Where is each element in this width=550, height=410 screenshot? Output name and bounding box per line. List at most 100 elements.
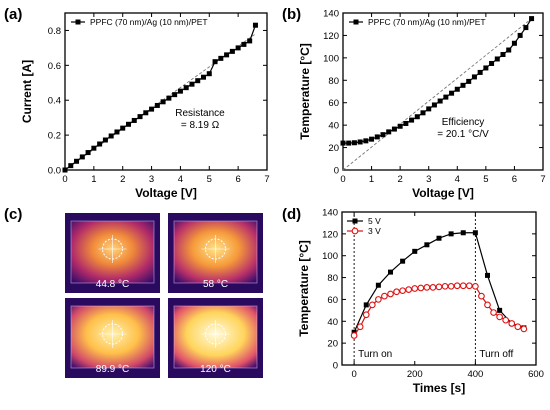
data-point-circle bbox=[368, 301, 376, 309]
y-tick-label: 140 bbox=[323, 9, 339, 20]
data-point-square bbox=[131, 117, 137, 123]
data-point-square bbox=[154, 102, 160, 108]
data-point-square bbox=[497, 307, 503, 313]
data-point-square bbox=[160, 99, 166, 105]
data-point-circle bbox=[447, 282, 455, 290]
plot-frame bbox=[64, 12, 268, 171]
data-point-square bbox=[120, 125, 126, 131]
panel-letter-a: (a) bbox=[4, 6, 22, 23]
data-point-circle bbox=[520, 325, 528, 333]
data-point-circle bbox=[393, 288, 400, 296]
y-tick-label: 40 bbox=[327, 317, 338, 328]
data-point-circle bbox=[411, 285, 419, 292]
data-point-circle bbox=[356, 323, 364, 331]
film-outline bbox=[70, 305, 155, 369]
x-tick-label: 600 bbox=[528, 369, 544, 380]
data-point-square bbox=[412, 248, 418, 254]
thermal-image: 58 °C bbox=[168, 213, 263, 293]
annotation-line-1: Efficiency bbox=[442, 117, 485, 128]
data-point-square bbox=[102, 137, 108, 143]
legend-marker-square bbox=[353, 19, 359, 25]
data-point-circle bbox=[496, 313, 503, 321]
data-point-circle bbox=[362, 311, 370, 319]
legend-marker-circle bbox=[351, 227, 359, 235]
data-point-square bbox=[436, 235, 442, 241]
data-point-circle bbox=[441, 282, 449, 290]
legend-label: 5 V bbox=[368, 216, 381, 226]
x-tick-label: 5 bbox=[483, 174, 488, 185]
data-point-circle bbox=[405, 286, 413, 293]
data-point-square bbox=[74, 158, 80, 164]
annotation-line-1: Resistance bbox=[175, 108, 225, 119]
x-tick-label: 2 bbox=[120, 174, 125, 185]
y-tick-label: 80 bbox=[327, 273, 338, 284]
x-axis-title: Voltage [V] bbox=[412, 186, 474, 200]
data-point-circle bbox=[399, 287, 406, 295]
x-axis-title: Times [s] bbox=[413, 381, 465, 395]
film-outline bbox=[173, 305, 258, 369]
data-point-square bbox=[380, 132, 386, 138]
data-point-square bbox=[97, 141, 103, 147]
series-line-0 bbox=[343, 18, 533, 144]
film-outline bbox=[70, 220, 155, 284]
data-point-square bbox=[483, 65, 489, 71]
data-point-circle bbox=[508, 320, 516, 327]
data-point-square bbox=[91, 145, 97, 151]
x-tick-label: 2 bbox=[397, 174, 402, 185]
turn-on-label: Turn on bbox=[358, 349, 392, 360]
data-point-square bbox=[403, 120, 409, 126]
data-point-circle bbox=[465, 282, 473, 290]
legend-marker-square bbox=[352, 218, 358, 224]
legend-label: 3 V bbox=[368, 226, 381, 236]
data-point-square bbox=[166, 95, 172, 101]
y-tick-label: 120 bbox=[322, 229, 338, 240]
data-point-square bbox=[79, 154, 85, 160]
x-tick-label: 5 bbox=[207, 174, 212, 185]
data-point-square bbox=[437, 98, 443, 104]
chart-a-current-vs-voltage: 0 1 2 3 4 5 6 7 0.0 0.2 0.4 0.6 0.8 Voltage [V] Curren… bbox=[20, 12, 270, 200]
data-point-square bbox=[443, 94, 449, 100]
x-tick-label: 4 bbox=[455, 174, 460, 185]
x-axis-title: Voltage [V] bbox=[135, 186, 197, 200]
data-point-square bbox=[391, 126, 397, 132]
thermal-temperature-caption: 89.9 °C bbox=[96, 364, 129, 375]
y-tick-label: 60 bbox=[328, 98, 339, 109]
film-outline bbox=[173, 220, 258, 284]
data-point-square bbox=[363, 302, 369, 308]
thermal-image: 89.9 °C bbox=[65, 298, 160, 378]
y-tick-label: 0 bbox=[333, 361, 338, 372]
data-point-circle bbox=[435, 283, 443, 291]
data-point-square bbox=[252, 22, 258, 28]
data-point-square bbox=[460, 230, 466, 236]
data-point-square bbox=[201, 74, 207, 80]
x-tick-label: 3 bbox=[426, 174, 431, 185]
data-point-circle bbox=[453, 282, 461, 290]
panel-letter-c: (c) bbox=[4, 206, 22, 223]
y-tick-label: 100 bbox=[322, 251, 338, 262]
thermal-image: 44.8 °C bbox=[65, 213, 160, 293]
data-point-square bbox=[472, 230, 478, 236]
y-tick-label: 120 bbox=[323, 31, 339, 42]
data-point-square bbox=[388, 269, 393, 275]
x-tick-label: 200 bbox=[407, 369, 423, 380]
x-tick-label: 400 bbox=[467, 369, 483, 380]
data-point-circle bbox=[375, 296, 382, 303]
data-point-square bbox=[448, 231, 454, 237]
x-tick-label: 7 bbox=[264, 174, 269, 185]
data-point-square bbox=[68, 163, 74, 169]
x-tick-label: 0 bbox=[62, 174, 67, 185]
turn-off-label: Turn off bbox=[479, 349, 513, 360]
data-point-square bbox=[241, 41, 247, 47]
data-point-square bbox=[414, 114, 420, 120]
data-point-square bbox=[517, 32, 523, 38]
series-line-0 bbox=[64, 25, 257, 171]
data-point-square bbox=[195, 78, 201, 84]
data-point-square bbox=[500, 51, 506, 57]
data-point-circle bbox=[429, 284, 437, 291]
data-point-circle bbox=[478, 292, 485, 300]
y-axis-title: Temperature [°C] bbox=[298, 43, 312, 140]
data-point-square bbox=[85, 150, 91, 156]
data-point-circle bbox=[417, 284, 425, 292]
data-point-square bbox=[224, 52, 230, 58]
x-tick-label: 4 bbox=[178, 174, 183, 185]
